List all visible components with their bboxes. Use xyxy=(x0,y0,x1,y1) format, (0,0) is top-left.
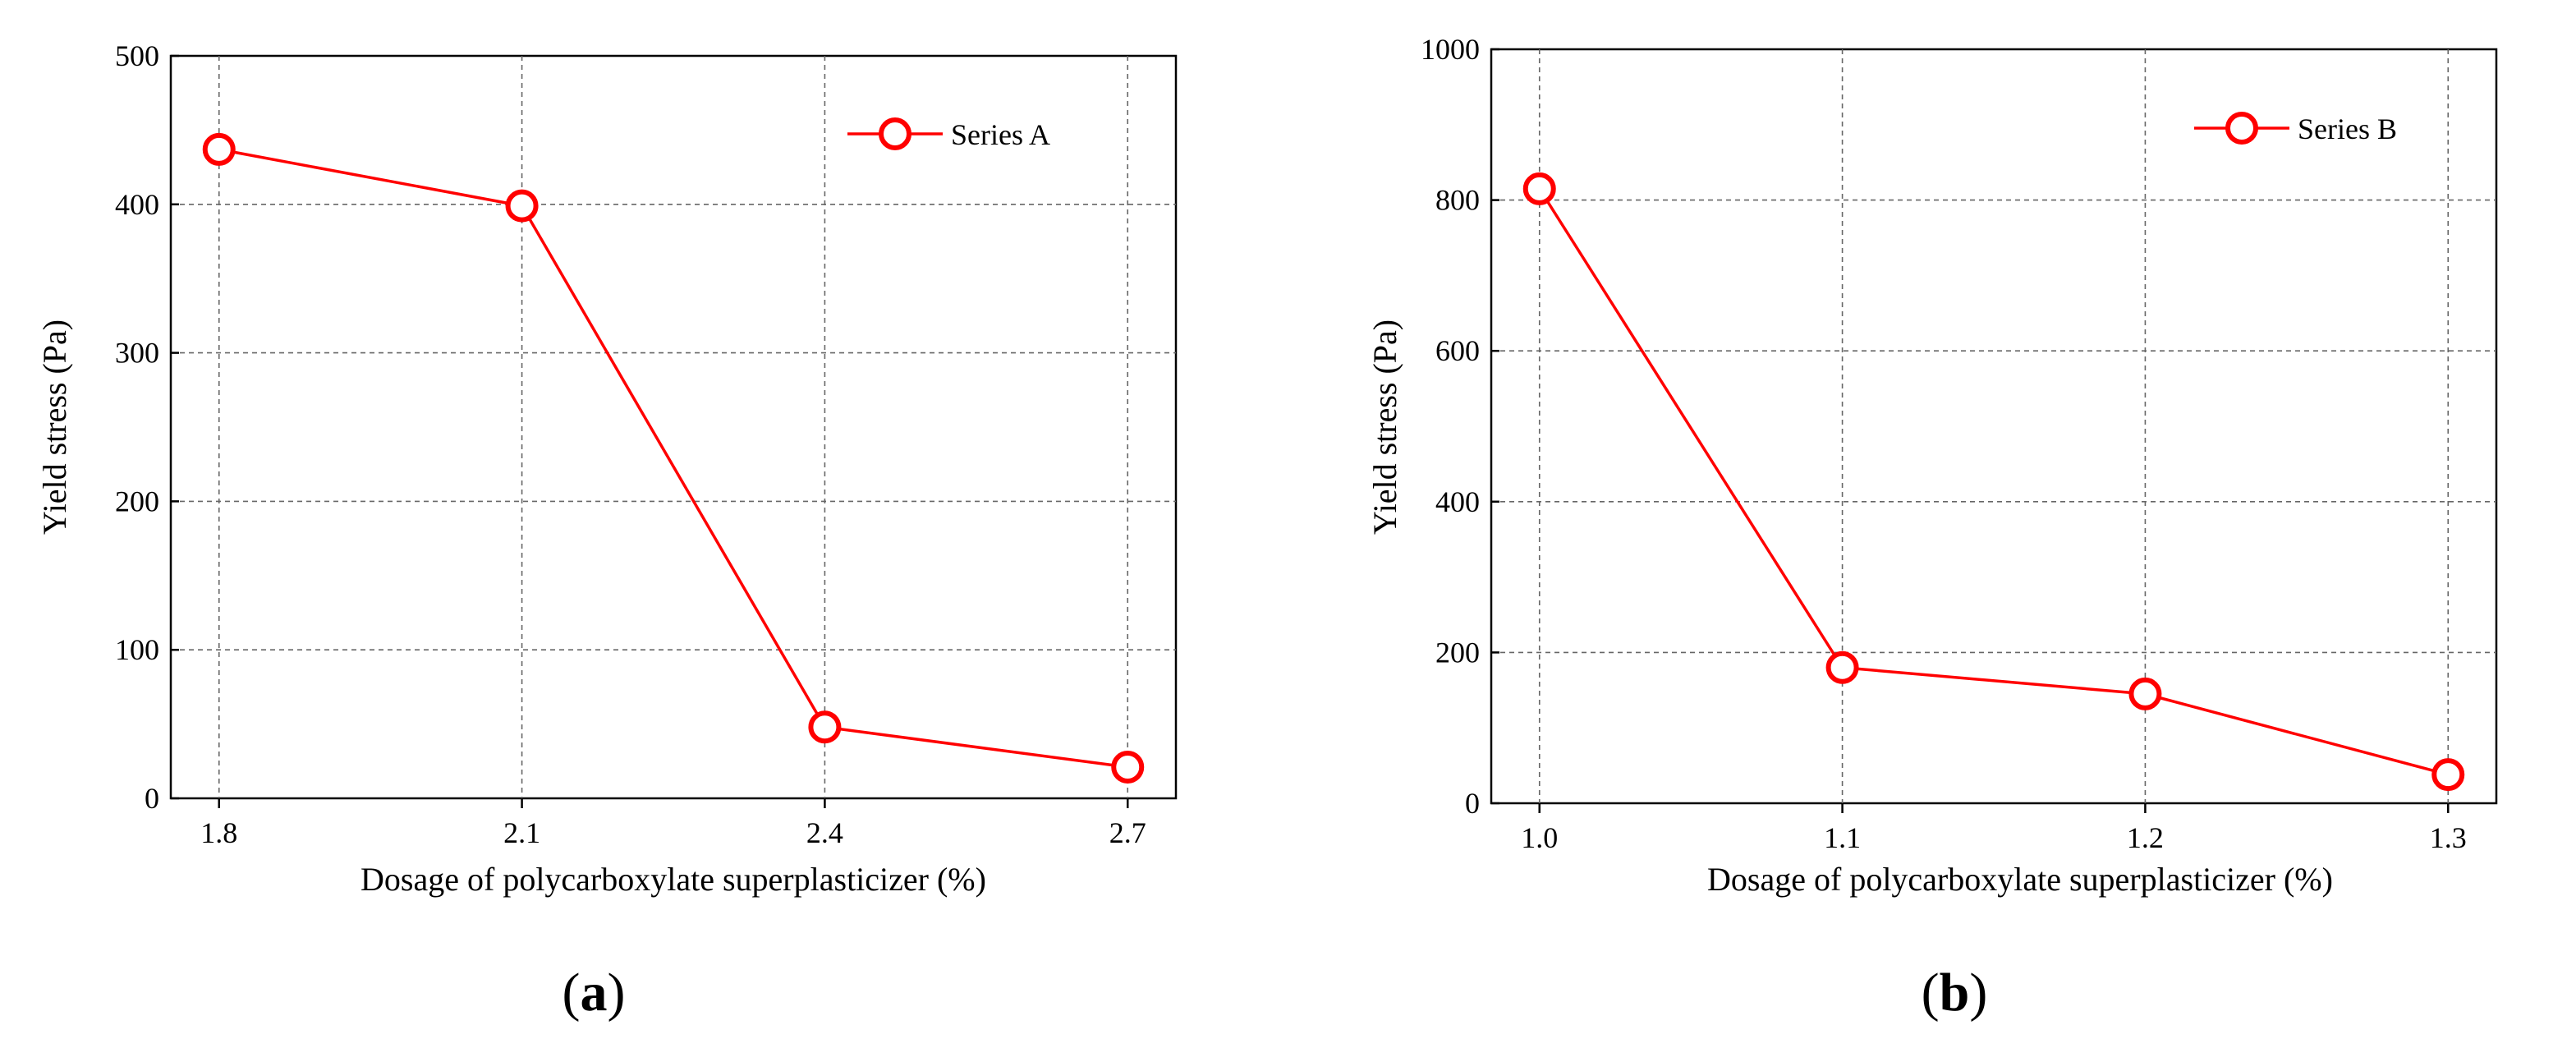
x-tick-label: 1.0 xyxy=(1521,821,1558,854)
x-tick-label: 2.1 xyxy=(503,816,540,849)
series-line xyxy=(1538,187,2449,776)
data-point xyxy=(1825,650,1859,684)
y-tick-label: 200 xyxy=(1435,636,1480,669)
panel-caption: (b) xyxy=(1922,963,1988,1023)
series-line xyxy=(218,148,1128,769)
x-tick-label: 2.7 xyxy=(1109,816,1146,849)
data-point xyxy=(202,132,236,166)
x-axis-title: Dosage of polycarboxylate superplasticiz… xyxy=(360,861,986,898)
y-tick-label: 0 xyxy=(1465,787,1480,820)
y-axis-title: Yield stress (Pa) xyxy=(1366,319,1403,535)
data-point xyxy=(1522,172,1556,205)
y-tick-label: 0 xyxy=(145,782,159,815)
legend-label: Series B xyxy=(2298,113,2397,145)
x-tick-label: 1.8 xyxy=(200,816,237,849)
legend-marker xyxy=(2225,112,2258,145)
x-tick-label: 1.1 xyxy=(1824,821,1861,854)
plot-area-frame xyxy=(1490,48,2498,805)
x-tick-label: 2.4 xyxy=(806,816,843,849)
data-point xyxy=(2128,677,2162,710)
data-point xyxy=(2431,758,2465,792)
plot-area-frame xyxy=(169,54,1178,800)
x-axis-title: Dosage of polycarboxylate superplasticiz… xyxy=(1707,861,2333,898)
chart-panel-a: 0 100 200 300 400 500 1.8 2.1 2.4 2.7 Series A D… xyxy=(36,39,1178,1023)
data-point xyxy=(505,189,539,223)
y-tick-label: 200 xyxy=(115,485,159,517)
y-axis-title: Yield stress (Pa) xyxy=(36,319,73,535)
y-tick-label: 400 xyxy=(115,188,159,221)
data-point xyxy=(1111,751,1145,784)
legend-marker xyxy=(879,117,911,150)
x-tick-label: 1.3 xyxy=(2430,821,2467,854)
x-tick-label: 1.2 xyxy=(2127,821,2164,854)
y-tick-label: 500 xyxy=(115,39,159,72)
y-tick-label: 300 xyxy=(115,337,159,370)
y-tick-label: 800 xyxy=(1435,184,1480,217)
y-tick-label: 600 xyxy=(1435,334,1480,367)
y-tick-label: 1000 xyxy=(1421,33,1480,66)
data-point xyxy=(808,710,842,744)
y-tick-label: 400 xyxy=(1435,485,1480,518)
panel-caption: (a) xyxy=(562,963,626,1023)
y-tick-label: 100 xyxy=(115,633,159,666)
legend-label: Series A xyxy=(951,118,1050,151)
